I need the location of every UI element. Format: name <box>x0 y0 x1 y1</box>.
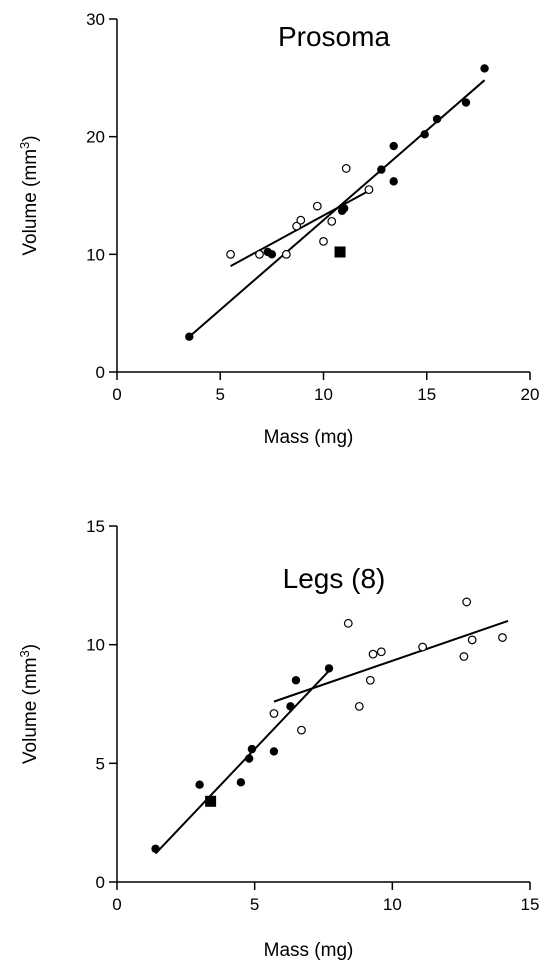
data-point-open-circle <box>297 725 306 735</box>
data-point-filled-square <box>205 795 217 807</box>
fit-line-open-circle <box>230 188 372 267</box>
data-point-open-circle <box>467 635 477 645</box>
x-tick-label: 15 <box>521 895 540 914</box>
data-point-open-circle <box>376 647 386 657</box>
data-point-open-circle <box>459 652 469 661</box>
data-point-filled-circle <box>195 780 204 789</box>
data-point-open-circle <box>296 215 306 225</box>
data-point-filled-circle <box>244 754 254 763</box>
y-tick-label: 5 <box>96 754 105 773</box>
x-tick-label: 20 <box>521 385 540 404</box>
x-axis-label: Mass (mg) <box>264 940 354 961</box>
y-tick-label: 0 <box>96 363 105 382</box>
x-tick-label: 5 <box>216 385 225 404</box>
data-point-open-circle <box>354 701 364 711</box>
data-point-filled-circle <box>339 204 349 213</box>
y-axis-label-text: Volume (mm <box>20 149 41 256</box>
x-tick-label: 10 <box>314 385 333 404</box>
fit-line-filled-circle <box>154 670 330 855</box>
y-tick-label: 30 <box>86 10 105 29</box>
data-point-open-circle <box>226 249 235 259</box>
y-axis-label: Volume (mm3) <box>17 135 41 255</box>
data-point-filled-circle <box>236 778 246 787</box>
data-point-open-circle <box>292 221 302 231</box>
y-tick-label: 10 <box>86 636 105 655</box>
y-axis-label-close: ) <box>20 135 41 141</box>
data-point-open-circle <box>269 709 279 718</box>
y-axis-label-superscript: 3 <box>17 142 32 149</box>
data-point-filled-square <box>334 246 346 258</box>
data-point-filled-circle <box>389 141 398 151</box>
data-point-filled-circle <box>461 98 471 107</box>
data-point-filled-circle <box>291 676 301 685</box>
data-point-filled-circle <box>432 114 442 124</box>
y-tick-label: 10 <box>86 245 105 264</box>
chart-legs: 0 5 10 15 0 5 10 15 Legs (8) Mass (mg) Volume (mm3… <box>17 517 539 961</box>
data-point-filled-circle <box>377 165 386 174</box>
data-point-open-circle <box>368 649 378 659</box>
data-point-open-circle <box>364 185 374 195</box>
data-point-open-circle <box>255 249 264 259</box>
chart-title: Prosoma <box>278 21 390 52</box>
data-point-open-circle <box>281 249 291 259</box>
x-axis-label: Mass (mg) <box>264 427 354 448</box>
y-axis-label-close: ) <box>20 644 41 650</box>
data-point-filled-circle <box>247 744 257 754</box>
data-point-open-circle <box>418 642 428 652</box>
y-axis-label-text: Volume (mm <box>20 657 41 764</box>
x-tick-label: 5 <box>250 895 259 914</box>
data-point-filled-circle <box>286 702 295 711</box>
data-point-open-circle <box>365 675 375 685</box>
data-point-filled-circle <box>185 332 194 341</box>
y-axis-label: Volume (mm3) <box>17 644 41 764</box>
x-tick-label: 10 <box>383 895 402 914</box>
fit-line-open-circle <box>273 619 509 703</box>
x-tick-label: 0 <box>112 385 121 404</box>
data-point-filled-circle <box>267 250 277 259</box>
data-point-filled-circle <box>151 844 160 853</box>
chart-title: Legs (8) <box>283 563 386 594</box>
chart-prosoma: 0 5 10 15 20 0 10 20 30 Prosoma Mass (mg) Volume (m… <box>17 10 539 448</box>
y-tick-label: 0 <box>96 873 105 892</box>
data-point-filled-circle <box>269 747 279 756</box>
data-point-open-circle <box>341 164 351 173</box>
y-axis-label-superscript: 3 <box>17 650 32 657</box>
y-tick-label: 20 <box>86 128 105 147</box>
data-point-open-circle <box>498 633 507 642</box>
y-tick-label: 15 <box>86 517 105 536</box>
data-point-open-circle <box>327 216 337 226</box>
data-point-filled-circle <box>420 130 429 139</box>
data-point-open-circle <box>312 201 322 211</box>
x-tick-label: 0 <box>112 895 121 914</box>
data-point-filled-circle <box>324 664 334 673</box>
x-tick-label: 15 <box>417 385 436 404</box>
data-point-filled-circle <box>480 64 489 73</box>
data-point-open-circle <box>462 597 472 607</box>
data-point-open-circle <box>343 618 353 628</box>
data-point-filled-circle <box>389 177 398 186</box>
data-point-open-circle <box>319 236 328 246</box>
